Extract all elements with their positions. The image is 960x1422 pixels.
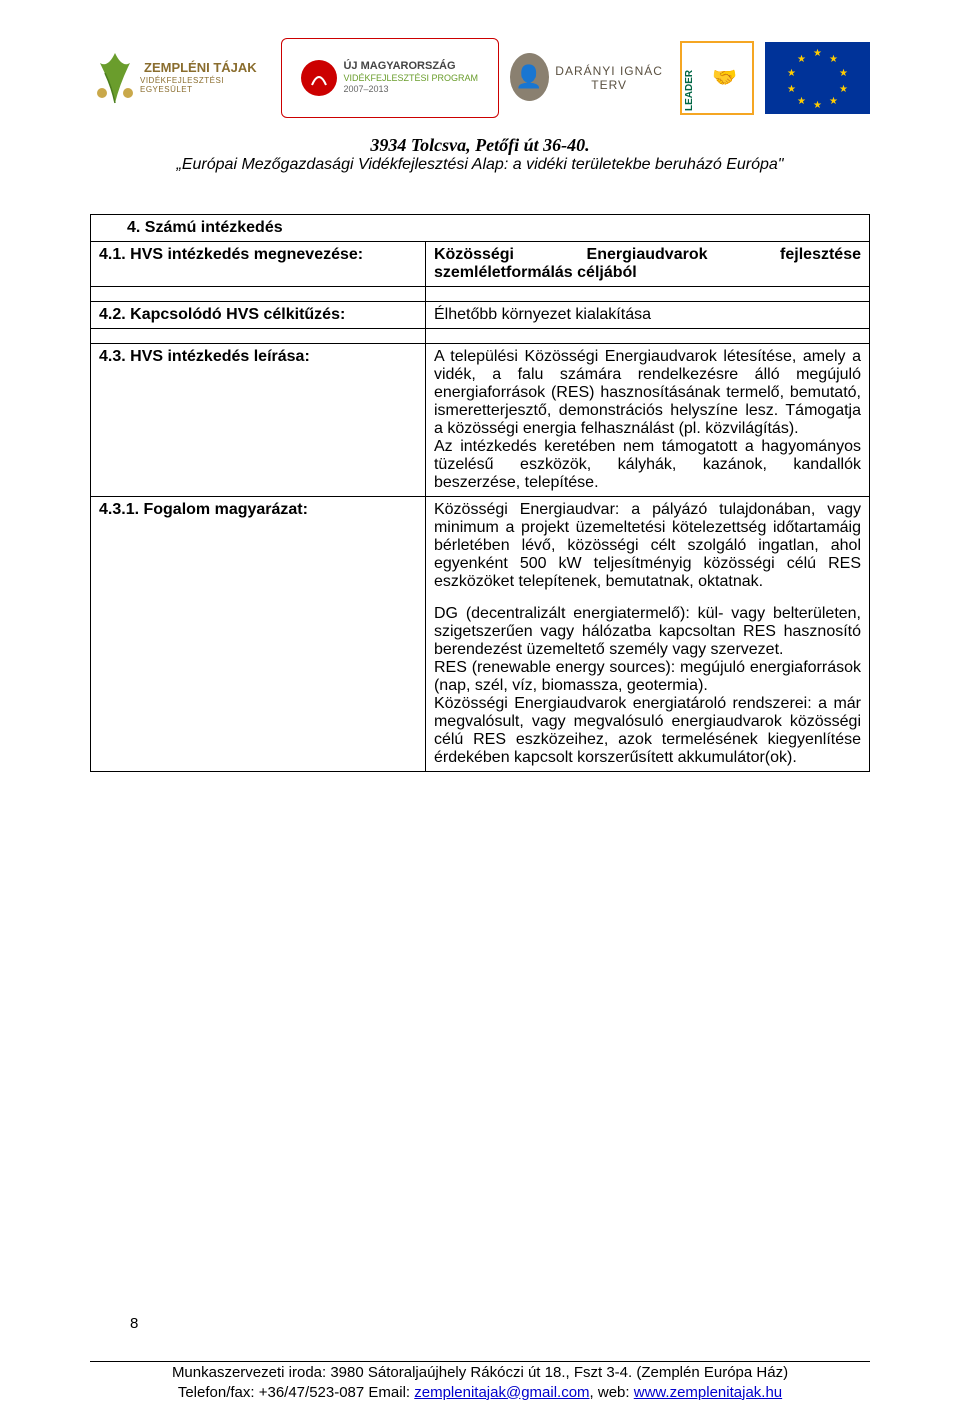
header-subtitle: „Európai Mezőgazdasági Vidékfejlesztési … [90,156,870,174]
eu-star-icon: ★ [829,96,838,107]
portrait-icon: 👤 [510,53,549,101]
table-row: 4. Számú intézkedés [91,215,870,242]
row-4-value-p2: DG (decentralizált energiatermelő): kül-… [434,605,861,767]
row-3-value: A települési Közösségi Energiaudvarok lé… [425,344,869,497]
eu-star-icon: ★ [813,48,822,59]
content-table: 4. Számú intézkedés 4.1. HVS intézkedés … [90,214,870,772]
logo-umvp-years: 2007–2013 [343,84,478,95]
row-3-label: 4.3. HVS intézkedés leírása: [91,344,426,497]
table-row-spacer [91,287,870,302]
page: ZEMPLÉNI TÁJAK VIDÉKFEJLESZTÉSI EGYESÜLE… [0,0,960,1422]
eu-star-icon: ★ [797,96,806,107]
logo-leader-text: LEADER [682,43,697,113]
footer-email-link[interactable]: zemplenitajak@gmail.com [414,1384,589,1401]
logo-zempleni-text: ZEMPLÉNI TÁJAK VIDÉKFEJLESZTÉSI EGYESÜLE… [140,61,270,93]
eu-star-icon: ★ [813,100,822,111]
footer-line1: Munkaszervezeti iroda: 3980 Sátoraljaújh… [90,1363,870,1383]
eu-star-icon: ★ [829,54,838,65]
footer: Munkaszervezeti iroda: 3980 Sátoraljaújh… [90,1363,870,1402]
logo-eu: ★ ★ ★ ★ ★ ★ ★ ★ ★ ★ [765,42,870,114]
logo-umvp-title-top: ÚJ MAGYARORSZÁG [343,60,478,73]
logo-zempleni-line2: VIDÉKFEJLESZTÉSI EGYESÜLET [140,76,270,94]
footer-line2-prefix: Telefon/fax: +36/47/523-087 Email: [178,1384,414,1401]
handshake-icon: 🤝 [697,43,752,113]
row-1-label: 4.1. HVS intézkedés megnevezése: [91,242,426,287]
leaf-icon [90,43,140,113]
table-row: 4.3. HVS intézkedés leírása: A település… [91,344,870,497]
row-2-value: Élhetőbb környezet kialakítása [425,302,869,329]
header-title: 3934 Tolcsva, Petőfi út 36-40. [90,135,870,156]
logo-leader: LEADER 🤝 [680,41,754,115]
eu-star-icon: ★ [787,68,796,79]
table-row: 4.3.1. Fogalom magyarázat: Közösségi Ene… [91,497,870,772]
footer-line2: Telefon/fax: +36/47/523-087 Email: zempl… [90,1383,870,1403]
logo-umvp-title-green: VIDÉKFEJLESZTÉSI PROGRAM [343,73,478,84]
table-row: 4.2. Kapcsolódó HVS célkitűzés: Élhetőbb… [91,302,870,329]
header-logos-row: ZEMPLÉNI TÁJAK VIDÉKFEJLESZTÉSI EGYESÜLE… [90,30,870,125]
row-4-value-p1: Közösségi Energiaudvar: a pályázó tulajd… [434,501,861,591]
logo-daranyi-text: DARÁNYI IGNÁC TERV [549,64,670,92]
logo-daranyi: 👤 DARÁNYI IGNÁC TERV [510,33,670,123]
row-1-value: Közösségi Energiaudvarok fejlesztése sze… [425,242,869,287]
row-4-label: 4.3.1. Fogalom magyarázat: [91,497,426,772]
eu-star-icon: ★ [839,84,848,95]
logo-umvp: ÚJ MAGYARORSZÁG VIDÉKFEJLESZTÉSI PROGRAM… [281,38,499,118]
eu-star-icon: ★ [839,68,848,79]
eu-star-icon: ★ [797,54,806,65]
logo-zempleni-line1: ZEMPLÉNI TÁJAK [144,61,270,75]
logo-umvp-text: ÚJ MAGYARORSZÁG VIDÉKFEJLESZTÉSI PROGRAM… [343,60,478,95]
footer-web-link[interactable]: www.zemplenitajak.hu [634,1384,782,1401]
eu-star-icon: ★ [787,84,796,95]
table-row: 4.1. HVS intézkedés megnevezése: Közössé… [91,242,870,287]
page-number: 8 [130,1315,138,1332]
logo-zempleni: ZEMPLÉNI TÁJAK VIDÉKFEJLESZTÉSI EGYESÜLE… [90,33,270,123]
row-2-label: 4.2. Kapcsolódó HVS célkitűzés: [91,302,426,329]
footer-line2-mid: , web: [590,1384,634,1401]
umvp-circle-icon [301,60,337,96]
table-row-spacer [91,329,870,344]
row-0-heading: 4. Számú intézkedés [91,215,870,242]
footer-divider [90,1361,870,1362]
